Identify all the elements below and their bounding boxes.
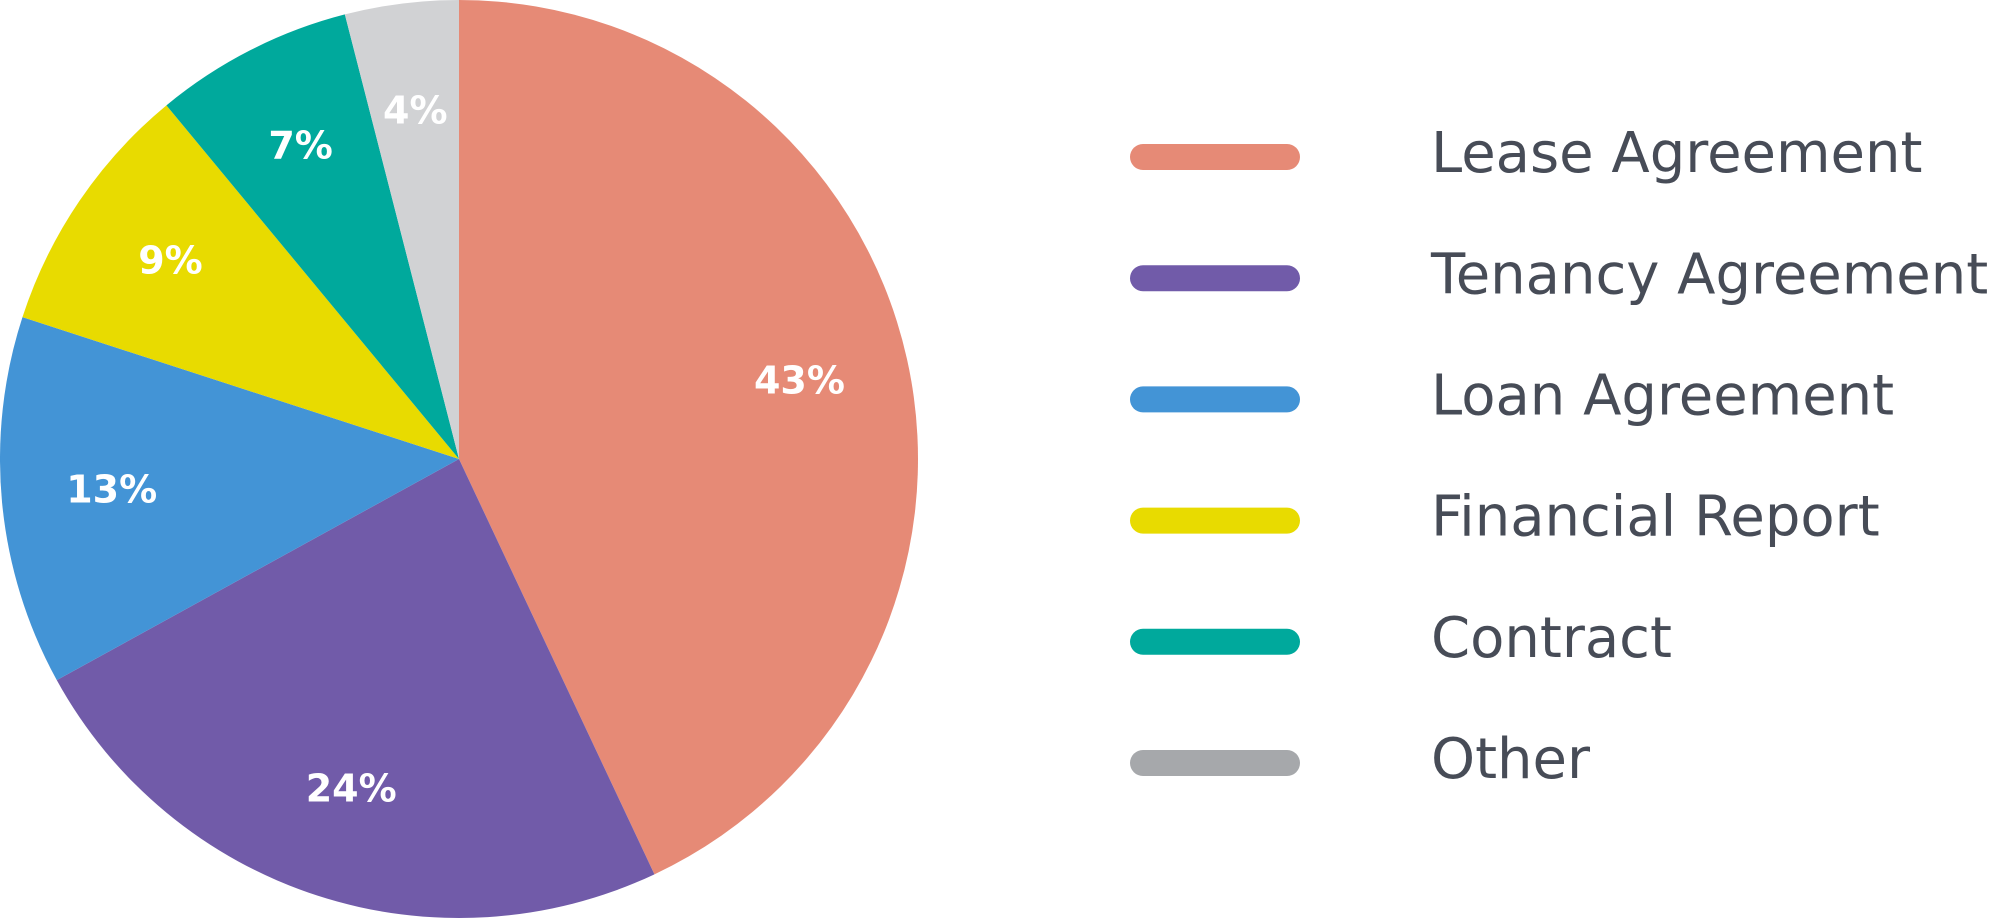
data-label: 7% (268, 124, 333, 168)
pie-slice (22, 105, 460, 460)
pie-slice (56, 459, 655, 918)
pie-slice (166, 14, 459, 460)
legend-label: Financial Report (1431, 485, 1880, 550)
legend-label: Lease Agreement (1431, 121, 1922, 186)
legend-label: Contract (1431, 606, 1672, 671)
pie-slice (459, 0, 918, 875)
data-label: 43% (754, 358, 845, 402)
legend-label: Other (1431, 727, 1591, 792)
legend-label: Tenancy Agreement (1430, 242, 1988, 307)
data-label: 4% (383, 88, 448, 132)
data-label: 24% (306, 766, 397, 810)
data-label: 13% (66, 467, 157, 511)
pie-slice (0, 317, 459, 681)
data-label: 9% (138, 238, 203, 282)
legend-label: Loan Agreement (1431, 364, 1894, 429)
pie-slice (344, 0, 459, 459)
